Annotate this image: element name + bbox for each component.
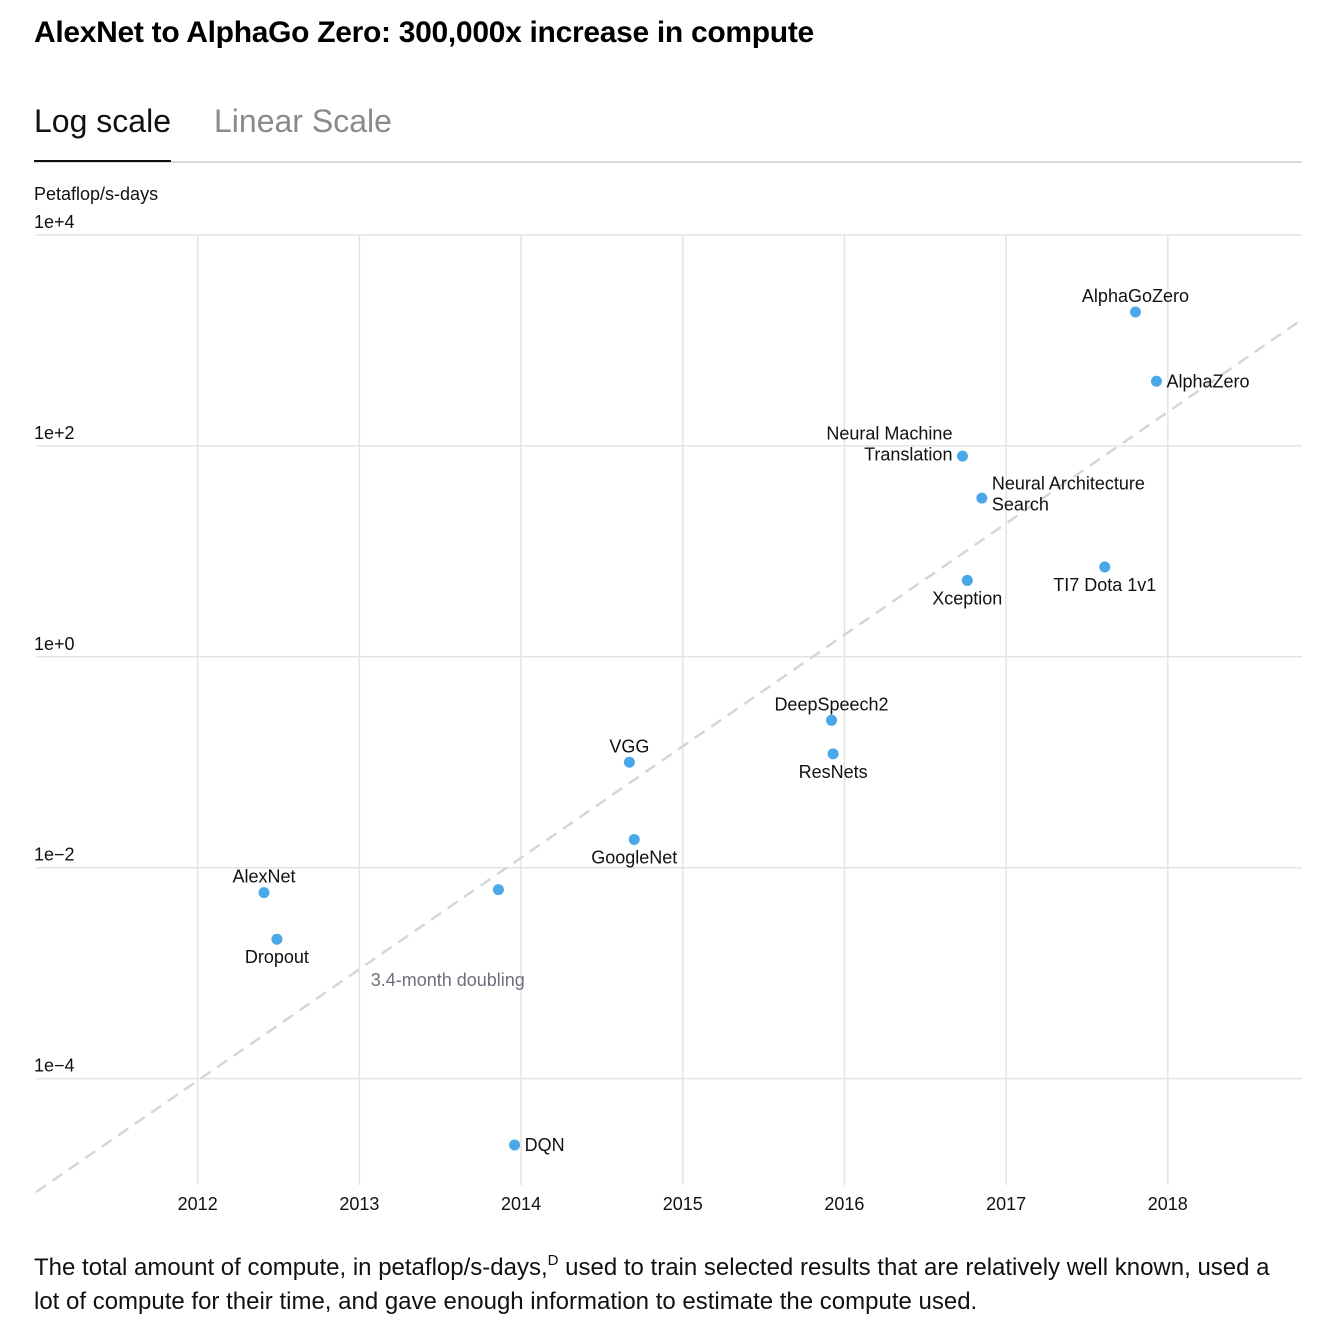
data-point [956,450,968,462]
tab-log-scale[interactable]: Log scale [34,103,171,162]
tab-linear-scale[interactable]: Linear Scale [214,103,392,139]
data-label: DeepSpeech2 [774,694,888,714]
trend-layer: 3.4-month doubling [35,318,1303,1194]
data-label: DQN [525,1135,565,1155]
grid-lines [36,234,1302,1185]
data-label: Xception [932,588,1002,608]
y-axis-label: Petaflop/s-days [34,184,159,204]
data-label: Neural Machine [826,424,952,444]
data-label: ResNets [799,762,868,782]
x-tick-label: 2014 [501,1194,541,1214]
data-label: Neural Architecture [992,474,1145,494]
x-tick-label: 2017 [986,1194,1026,1214]
data-label: VGG [609,736,649,756]
data-label: AlexNet [232,867,295,887]
data-point [1099,561,1111,573]
data-labels: AlexNet Dropout DQN VGG GoogleNet DeepSpeech2… [232,286,1249,1155]
caption-text-start: The total amount of compute, in petaflop… [34,1254,548,1281]
data-point [623,756,635,768]
chart-caption: The total amount of compute, in petaflop… [34,1244,1294,1319]
x-tick-label: 2012 [178,1194,218,1214]
footnote-marker[interactable]: D [547,1252,559,1269]
data-point [825,714,837,726]
data-point [976,492,988,504]
y-tick-label: 1e−2 [34,845,75,865]
data-point [961,574,973,586]
data-label: Dropout [245,947,309,967]
caption-text-end: used to train selected results that are … [34,1254,1270,1315]
data-point [271,933,283,945]
compute-scatter-chart: 3.4-month doubling 1e+4 1e+2 1e+0 1e−2 1e−4 2… [34,212,1303,1214]
data-label: Translation [864,445,952,465]
data-point [492,884,504,896]
trend-label: 3.4-month doubling [371,970,525,990]
data-point [628,834,640,846]
data-label: GoogleNet [591,848,677,868]
data-label: Search [992,495,1049,515]
y-tick-label: 1e+2 [34,423,75,443]
data-points [258,306,1162,1151]
x-tick-label: 2016 [824,1194,864,1214]
data-point [1150,375,1162,387]
axis-labels: 1e+4 1e+2 1e+0 1e−2 1e−4 2012 2013 2014 2015 2016… [34,212,1188,1214]
data-point [1129,306,1141,318]
data-label: AlphaGoZero [1082,286,1189,306]
data-point [258,887,270,899]
chart-title: AlexNet to AlphaGo Zero: 300,000x increa… [34,16,814,49]
data-label: TI7 Dota 1v1 [1053,575,1156,595]
y-tick-label: 1e+4 [34,212,75,232]
data-point [509,1139,521,1151]
data-label: AlphaZero [1166,371,1249,391]
y-tick-label: 1e+0 [34,634,75,654]
y-tick-label: 1e−4 [34,1056,75,1076]
scale-tabs: Log scale Linear Scale [34,100,1302,163]
trend-line [35,318,1303,1194]
x-tick-label: 2018 [1148,1194,1188,1214]
x-tick-label: 2013 [339,1194,379,1214]
x-tick-label: 2015 [663,1194,703,1214]
data-point [827,748,839,760]
